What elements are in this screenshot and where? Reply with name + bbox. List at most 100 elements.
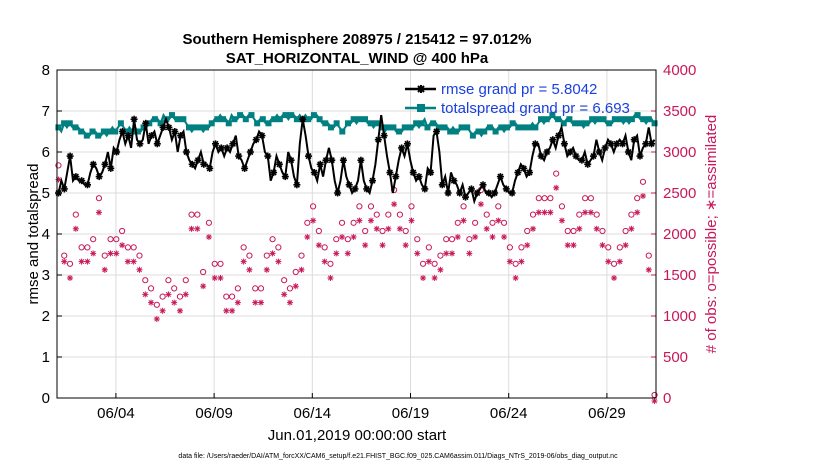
rmse-point: [258, 132, 266, 140]
spread-point: [66, 120, 73, 127]
obs-possible-point: [136, 252, 143, 259]
spread-point: [645, 116, 652, 123]
y-tick-label-left: 3: [42, 267, 50, 284]
spread-point: [390, 124, 397, 131]
obs-possible-point: [350, 219, 357, 226]
obs-possible-point: [385, 211, 392, 218]
obs-assimilated-point: [587, 209, 594, 216]
rmse-point: [165, 123, 173, 131]
obs-assimilated-point: [362, 242, 369, 249]
obs-assimilated-point: [373, 225, 380, 232]
obs-possible-point: [344, 236, 351, 243]
y-tick-label-left: 4: [42, 226, 50, 243]
obs-possible-point: [622, 227, 629, 235]
y-axis-label-right: # of obs: o=possible; ∗=assimilated: [703, 115, 720, 354]
obs-possible-point: [524, 227, 531, 235]
rmse-point: [648, 140, 656, 148]
spread-point: [486, 124, 493, 131]
obs-assimilated-point: [651, 398, 658, 404]
spread-point: [441, 124, 448, 131]
rmse-point: [107, 164, 115, 172]
spread-point: [594, 116, 601, 123]
spread-point: [344, 120, 351, 127]
obs-assimilated-point: [489, 234, 496, 240]
obs-possible-point: [304, 219, 311, 226]
obs-possible-point: [130, 244, 137, 251]
obs-possible-point: [431, 260, 438, 267]
obs-possible-point: [338, 219, 346, 226]
obs-assimilated-point: [639, 193, 646, 199]
obs-possible-point: [200, 268, 207, 276]
obs-assimilated-point: [593, 225, 600, 232]
obs-possible-point: [356, 203, 363, 210]
rmse-point: [281, 173, 289, 181]
obs-possible-point: [634, 195, 641, 202]
obs-assimilated-point: [576, 225, 583, 232]
rmse-point: [421, 185, 429, 193]
obs-assimilated-point: [107, 250, 114, 257]
obs-assimilated-point: [535, 209, 542, 216]
y-tick-label-right: 1000: [663, 308, 696, 325]
spread-point: [282, 112, 289, 119]
y-tick-label-left: 6: [42, 144, 50, 161]
legend-spread-label: totalspread grand pr = 6.693: [441, 100, 630, 117]
obs-assimilated-point: [258, 299, 265, 306]
obs-possible-point: [211, 260, 218, 267]
rmse-point: [624, 148, 632, 156]
rmse-point: [223, 144, 231, 152]
obs-possible-point: [292, 268, 299, 276]
spread-point: [526, 124, 533, 131]
obs-assimilated-point: [564, 242, 571, 249]
obs-possible-point: [240, 244, 247, 251]
spread-point: [651, 120, 658, 127]
spread-point: [117, 120, 124, 127]
obs-assimilated-point: [396, 225, 403, 232]
spread-point: [538, 116, 545, 123]
obs-assimilated-point: [512, 275, 519, 281]
spread-point: [322, 120, 329, 127]
obs-assimilated-point: [95, 209, 102, 216]
obs-possible-point: [298, 252, 305, 259]
y-axis-label-left: rmse and totalspread: [25, 164, 42, 305]
spread-point: [208, 120, 215, 127]
spread-point: [560, 120, 567, 127]
obs-assimilated-point: [113, 250, 120, 257]
obs-assimilated-point: [611, 275, 618, 281]
obs-assimilated-point: [628, 225, 635, 232]
spread-point: [452, 128, 459, 135]
obs-assimilated-point: [217, 275, 224, 281]
obs-assimilated-point: [414, 250, 421, 257]
rmse-point: [415, 173, 423, 181]
x-tick-label: 06/04: [97, 405, 135, 422]
spread-point: [532, 124, 539, 131]
legend-rmse-label: rmse grand pr = 5.8042: [441, 81, 597, 98]
obs-assimilated-point: [402, 242, 409, 249]
rmse-point: [543, 148, 551, 156]
y-tick-label-left: 5: [42, 185, 50, 202]
rmse-point: [345, 181, 353, 189]
rmse-point: [607, 140, 615, 148]
obs-layer: [55, 162, 658, 404]
rmse-point: [403, 140, 411, 148]
spread-point: [384, 124, 391, 131]
spread-point: [413, 120, 420, 127]
obs-possible-point: [553, 170, 560, 177]
obs-assimilated-point: [460, 217, 467, 224]
obs-assimilated-point: [292, 283, 299, 290]
rmse-point: [456, 189, 464, 197]
rmse-point: [188, 160, 196, 168]
rmse-point: [514, 169, 522, 176]
obs-possible-point: [286, 285, 294, 292]
obs-possible-point: [362, 227, 369, 235]
obs-assimilated-point: [159, 307, 166, 314]
rmse-point: [502, 185, 510, 193]
rmse-point: [136, 140, 144, 148]
rmse-point: [351, 185, 359, 193]
obs-assimilated-point: [344, 250, 351, 257]
x-tick-label: 06/14: [294, 405, 332, 422]
obs-possible-point: [582, 195, 589, 202]
y-tick-label-left: 8: [42, 62, 50, 79]
obs-assimilated-point: [541, 209, 548, 216]
obs-possible-point: [95, 195, 103, 202]
spread-point: [271, 116, 278, 123]
